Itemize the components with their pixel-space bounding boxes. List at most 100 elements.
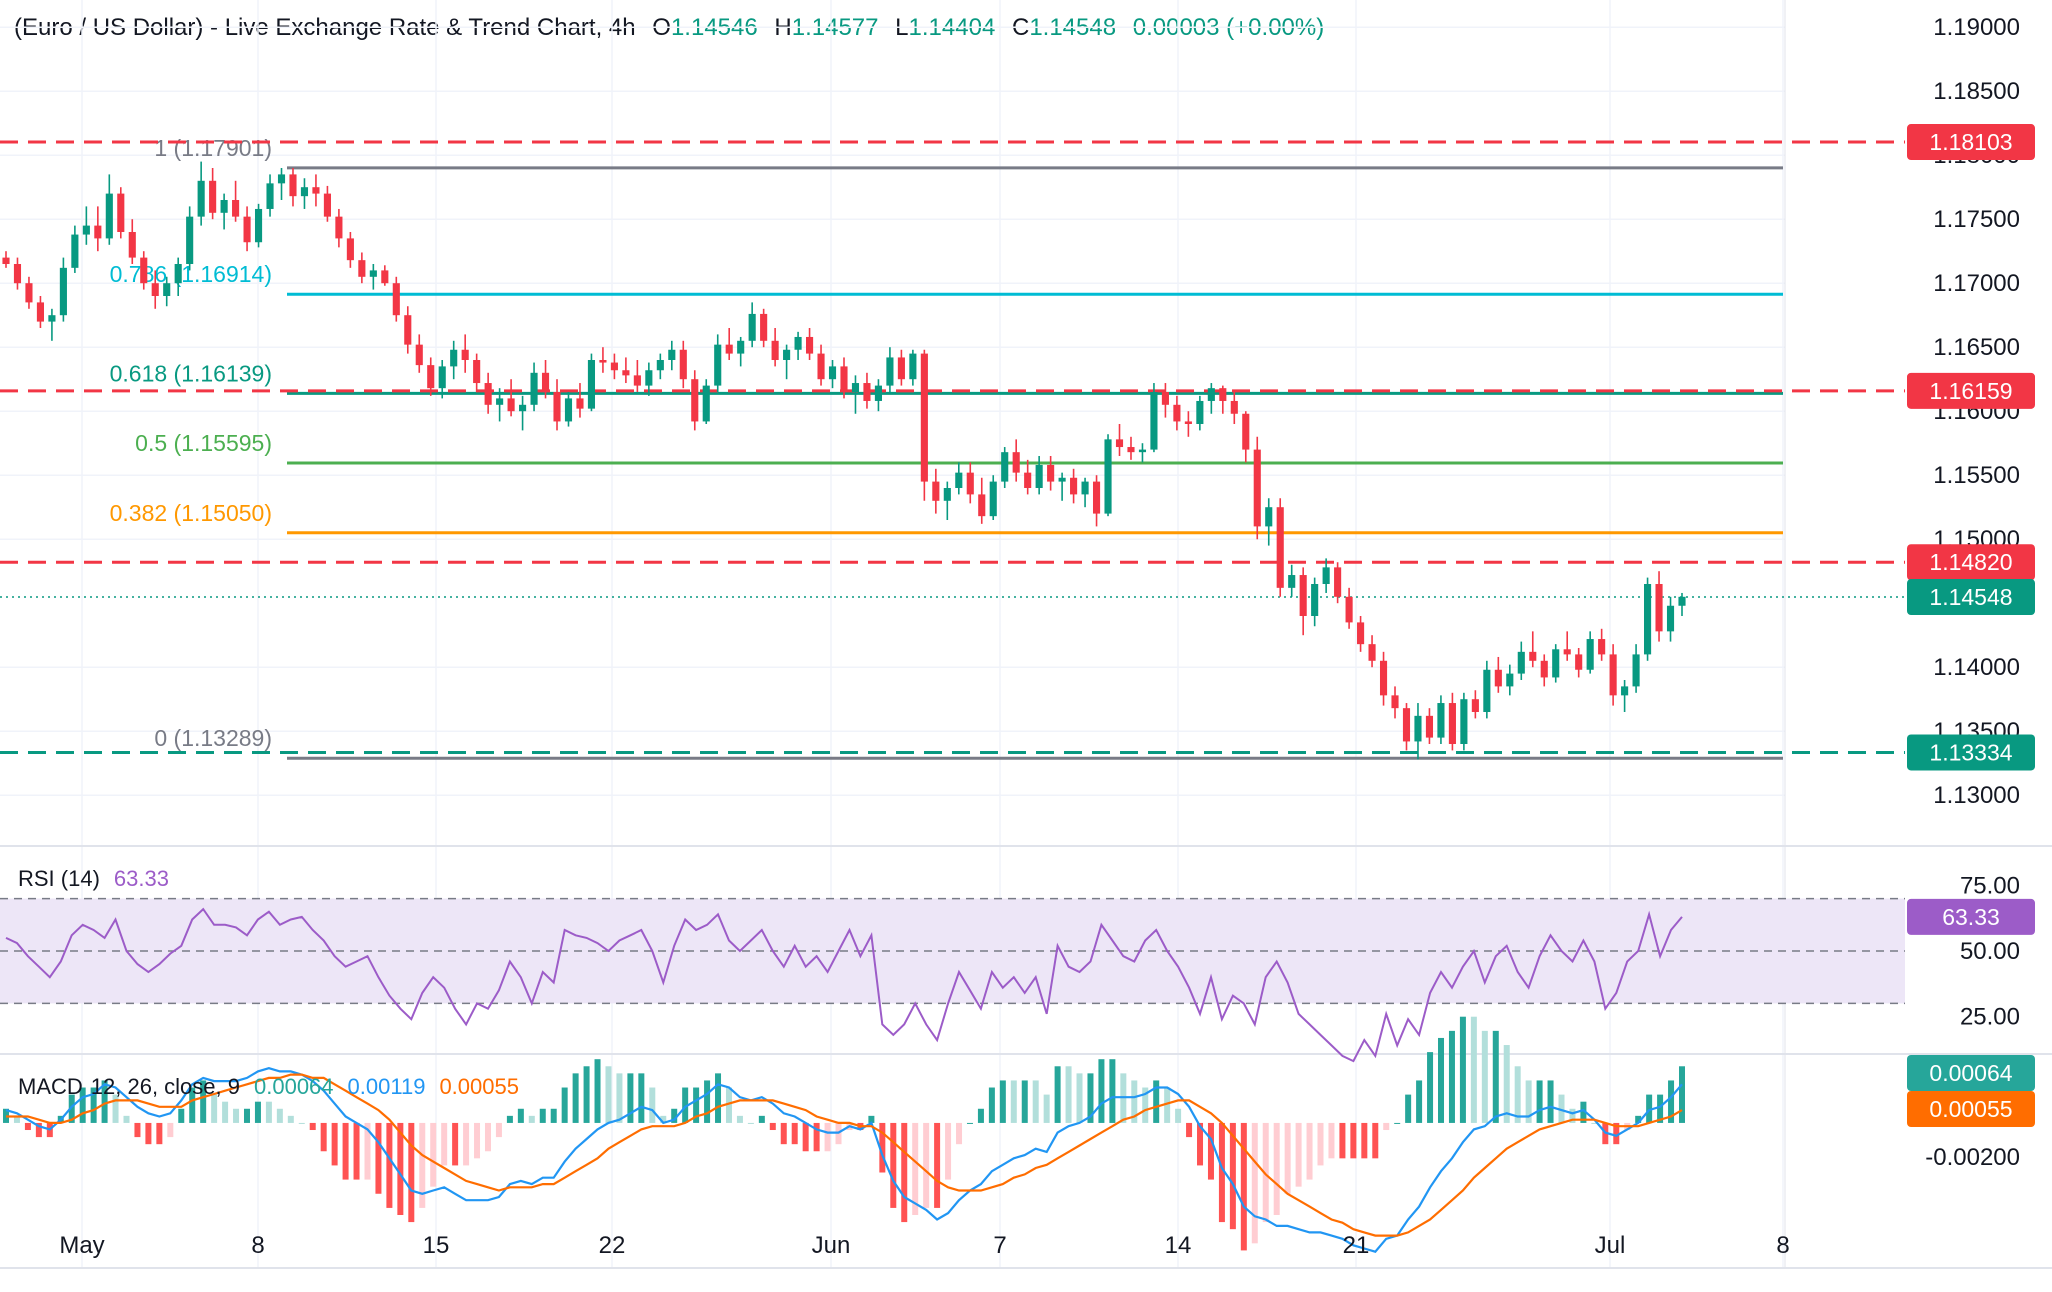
candle-body: [151, 283, 159, 296]
macd-histogram-bar: [1240, 1122, 1247, 1251]
macd-histogram-bar: [638, 1073, 645, 1123]
candle-body: [71, 234, 79, 268]
candle-body: [358, 260, 366, 277]
macd-histogram-bar: [1394, 1122, 1401, 1124]
badge-background: [1907, 1091, 2035, 1127]
price-axis-tick: 1.19000: [1933, 14, 2020, 41]
candle-body: [989, 481, 997, 517]
candle-body: [128, 232, 136, 258]
macd-histogram-bar: [90, 1087, 97, 1123]
badge-label: 1.14820: [1929, 549, 2012, 575]
macd-histogram-bar: [616, 1073, 623, 1123]
macd-histogram-bar: [1142, 1087, 1149, 1123]
macd-histogram-bar: [1043, 1094, 1050, 1123]
macd-histogram-bar: [287, 1115, 294, 1123]
candle-body: [587, 360, 596, 409]
candle-body: [1586, 639, 1594, 670]
candle-body: [576, 398, 584, 409]
macd-histogram-bar: [1558, 1094, 1565, 1123]
macd-histogram-bar: [561, 1087, 568, 1123]
candle-body: [1196, 400, 1204, 424]
macd-histogram-bar: [879, 1122, 886, 1173]
macd-histogram-bar: [1021, 1080, 1028, 1123]
price-level-badge: 1.14548: [1907, 579, 2035, 616]
macd-histogram-bar: [1339, 1122, 1346, 1159]
candle-body: [59, 267, 67, 316]
macd-histogram-bar: [791, 1122, 798, 1145]
macd-histogram-bar: [715, 1073, 722, 1123]
macd-histogram-bar: [890, 1122, 897, 1208]
candle-body: [484, 383, 492, 405]
macd-histogram-bar: [156, 1122, 163, 1145]
candle-body: [610, 362, 618, 371]
macd-histogram-bar: [1273, 1122, 1280, 1216]
macd-histogram-bar: [758, 1115, 765, 1123]
macd-histogram-bar: [934, 1122, 941, 1208]
macd-histogram-bar: [101, 1080, 108, 1123]
candle-body: [1127, 447, 1135, 453]
macd-histogram-bar: [1416, 1080, 1423, 1123]
candle-body: [1161, 392, 1169, 405]
macd-histogram-bar: [605, 1066, 612, 1123]
macd-histogram-bar: [1350, 1122, 1357, 1159]
macd-histogram-bar: [1383, 1122, 1390, 1131]
candle-body: [679, 349, 687, 380]
macd-histogram-bar: [1098, 1059, 1105, 1123]
candle-body: [1334, 567, 1342, 597]
macd-histogram-bar: [484, 1122, 491, 1152]
badge-label: 1.13334: [1929, 739, 2012, 765]
candle-body: [1104, 439, 1112, 514]
time-axis-tick: 7: [993, 1232, 1006, 1259]
macd-histogram-bar: [233, 1108, 240, 1123]
macd-histogram-bar: [441, 1122, 448, 1166]
price-axis-tick: 1.18500: [1933, 78, 2020, 105]
candle-body: [553, 392, 561, 422]
candle-body: [1598, 639, 1606, 655]
candle-body: [897, 357, 905, 380]
macd-histogram-bar: [68, 1094, 75, 1123]
macd-histogram-bar: [200, 1080, 207, 1123]
candle-body: [622, 370, 630, 376]
candle-body: [312, 187, 320, 194]
candle-body: [300, 187, 309, 197]
candle-body: [1494, 669, 1502, 687]
macd-histogram-bar: [1153, 1080, 1160, 1123]
macd-histogram-bar: [1164, 1087, 1171, 1123]
candle-body: [541, 372, 550, 392]
macd-histogram-bar: [211, 1094, 218, 1123]
candle-body: [1311, 584, 1319, 616]
candle-body: [186, 216, 194, 264]
macd-histogram-bar: [802, 1122, 809, 1152]
macd-title-signal: 0.00055: [439, 1074, 519, 1099]
badge-background: [1907, 579, 2035, 616]
candle-body: [748, 313, 756, 341]
candle-body: [1035, 464, 1043, 488]
candle-body: [13, 264, 22, 284]
macd-histogram-bar: [408, 1122, 415, 1223]
macd-histogram-bar: [386, 1122, 393, 1208]
macd-histogram-bar: [1459, 1016, 1466, 1123]
candle-body: [783, 349, 791, 360]
candle-body: [1402, 708, 1411, 742]
fib-level-label: 0.618 (1.16139): [110, 360, 272, 386]
badge-label: 1.14548: [1929, 584, 2012, 610]
candle-body: [140, 257, 148, 284]
candle-body: [369, 270, 377, 277]
macd-histogram-bar: [123, 1115, 130, 1123]
candle-body: [82, 225, 90, 235]
candle-body: [266, 183, 274, 209]
macd-histogram-bar: [1010, 1080, 1017, 1123]
candle-body: [714, 344, 722, 386]
candle-body: [1345, 596, 1353, 623]
candle-body: [1357, 622, 1365, 645]
macd-line: [5, 1067, 1683, 1253]
badge-background: [1907, 898, 2035, 935]
candle-body: [1529, 651, 1537, 661]
candle-body: [633, 375, 641, 386]
macd-histogram-bar: [550, 1108, 557, 1123]
macd-value-badges: 0.00064 0.00055: [1907, 1055, 2035, 1127]
candle-body: [725, 344, 733, 354]
macd-histogram-bar: [945, 1122, 952, 1180]
